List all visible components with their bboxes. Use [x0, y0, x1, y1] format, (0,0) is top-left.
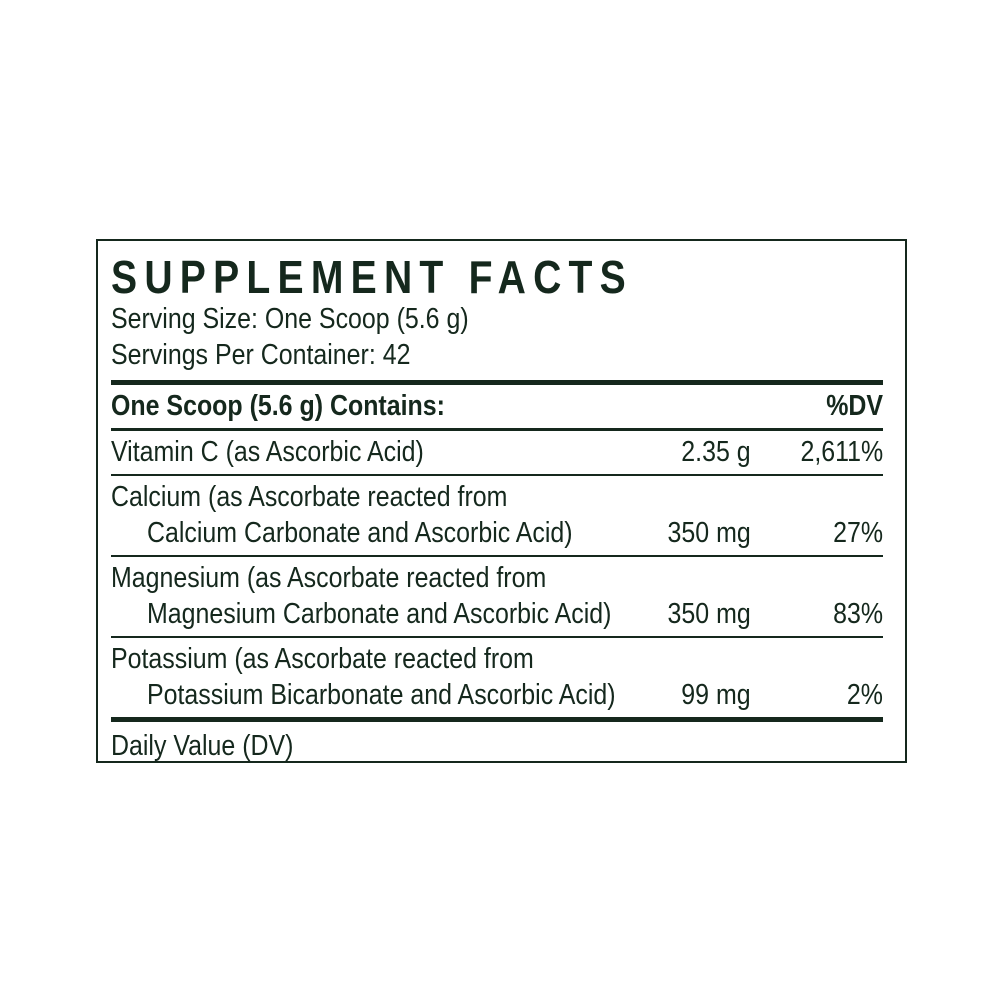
nutrient-dv: 27%: [833, 517, 883, 549]
panel-title: SUPPLEMENT FACTS: [111, 251, 633, 303]
divider-medium-header: [111, 428, 883, 431]
divider-thick-top: [111, 380, 883, 385]
table-header-contains: One Scoop (5.6 g) Contains:: [111, 390, 445, 422]
nutrient-name: Calcium (as Ascorbate reacted from Calci…: [111, 481, 573, 549]
serving-size-line: Serving Size: One Scoop (5.6 g): [111, 301, 883, 337]
nutrient-row-magnesium: Magnesium (as Ascorbate reacted from Mag…: [111, 557, 883, 638]
serving-size-text: Serving Size: One Scoop (5.6 g): [111, 303, 469, 335]
table-header-row: One Scoop (5.6 g) Contains: %DV: [111, 385, 883, 428]
nutrient-name: Potassium (as Ascorbate reacted from Pot…: [111, 643, 616, 711]
nutrient-amount: 350 mg: [667, 598, 751, 630]
table-header-dv: %DV: [826, 390, 883, 422]
nutrient-dv: 2,611%: [800, 436, 883, 468]
nutrient-dv: 83%: [833, 598, 883, 630]
supplement-facts-panel: SUPPLEMENT FACTS Serving Size: One Scoop…: [96, 239, 907, 763]
nutrient-dv: 2%: [846, 679, 883, 711]
panel-title-line: SUPPLEMENT FACTS: [111, 251, 883, 301]
servings-per-container-text: Servings Per Container: 42: [111, 339, 411, 371]
nutrient-row-calcium: Calcium (as Ascorbate reacted from Calci…: [111, 476, 883, 557]
nutrient-name: Vitamin C (as Ascorbic Acid): [111, 436, 424, 468]
nutrient-amount: 350 mg: [667, 517, 751, 549]
nutrient-row-vitamin-c: Vitamin C (as Ascorbic Acid) 2.35 g 2,61…: [111, 431, 883, 476]
nutrient-name: Magnesium (as Ascorbate reacted from Mag…: [111, 562, 612, 630]
nutrient-amount: 2.35 g: [681, 436, 751, 468]
nutrient-amount: 99 mg: [681, 679, 751, 711]
nutrient-row-potassium: Potassium (as Ascorbate reacted from Pot…: [111, 638, 883, 717]
servings-per-container-line: Servings Per Container: 42: [111, 337, 883, 373]
daily-value-footnote: Daily Value (DV): [111, 730, 294, 762]
divider-thick-bottom: [111, 717, 883, 722]
